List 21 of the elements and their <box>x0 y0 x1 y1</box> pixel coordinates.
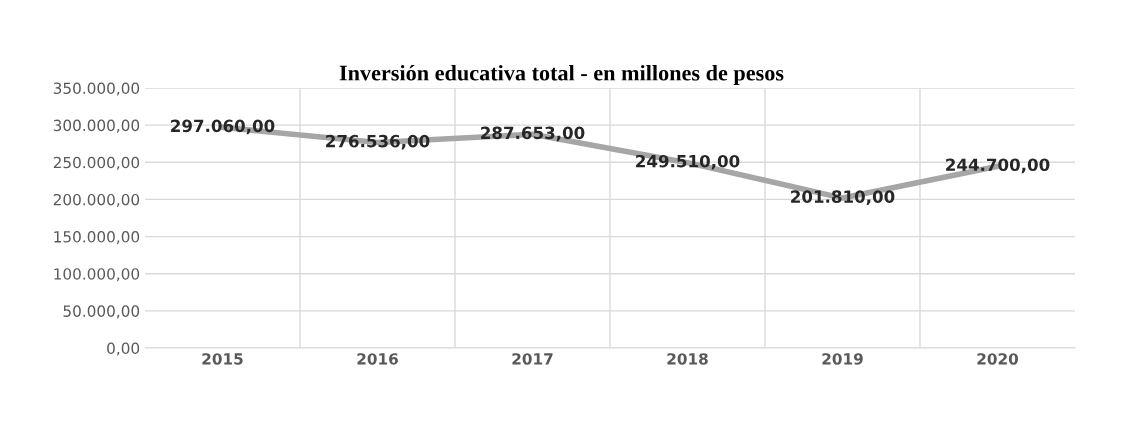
data-label: 276.536,00 <box>326 134 430 150</box>
chart-title: Inversión educativa total - en millones de pesos <box>339 64 784 86</box>
y-tick-label: 0,00 <box>107 342 140 356</box>
x-tick-label: 2018 <box>667 353 708 365</box>
x-tick-label: 2019 <box>822 353 863 365</box>
data-label: 287.653,00 <box>481 126 585 142</box>
x-tick-label: 2020 <box>977 353 1019 365</box>
x-tick-label: 2016 <box>357 353 398 365</box>
y-tick-label: 250.000,00 <box>53 156 140 170</box>
y-tick-label: 200.000,00 <box>53 193 140 208</box>
y-tick-label: 350.000,00 <box>53 82 140 96</box>
data-label: 297.060,00 <box>171 119 275 135</box>
y-tick-label: 150.000,00 <box>54 231 140 245</box>
y-tick-label: 300.000,00 <box>53 119 140 133</box>
x-tick-label: 2015 <box>202 353 243 365</box>
data-label: 244.700,00 <box>946 158 1050 174</box>
y-tick-label: 50.000,00 <box>63 305 140 319</box>
data-label: 201.810,00 <box>791 190 895 206</box>
y-tick-label: 100.000,00 <box>54 268 140 282</box>
x-tick-label: 2017 <box>512 353 553 365</box>
data-label: 249.510,00 <box>636 154 740 170</box>
